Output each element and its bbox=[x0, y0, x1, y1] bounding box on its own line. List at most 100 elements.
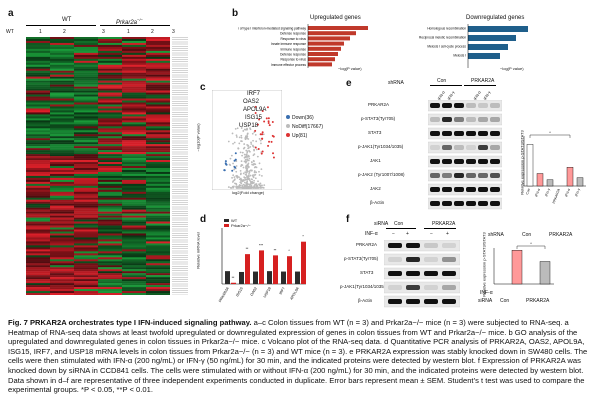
qpcr-category-label: APOL9A bbox=[289, 286, 300, 301]
heatmap-cell bbox=[98, 162, 123, 165]
heatmap-cell bbox=[26, 275, 51, 278]
heatmap-cell bbox=[74, 203, 99, 206]
heatmap-cell bbox=[26, 227, 51, 230]
volcano-point bbox=[253, 149, 255, 152]
volcano-point bbox=[249, 150, 251, 153]
volcano-point bbox=[249, 169, 252, 172]
volcano-point bbox=[246, 156, 249, 158]
heatmap-cell bbox=[74, 251, 99, 254]
wb-band bbox=[490, 201, 500, 206]
heatmap-cell bbox=[50, 181, 75, 185]
heatmap-cell bbox=[122, 177, 147, 181]
volcano-point bbox=[244, 171, 247, 174]
heatmap-cell bbox=[98, 247, 123, 250]
e-quant-bar bbox=[526, 144, 534, 187]
heatmap-cell bbox=[74, 96, 99, 99]
heatmap-cell bbox=[50, 167, 75, 171]
heatmap-cell bbox=[26, 128, 51, 131]
heatmap-cell bbox=[74, 164, 99, 167]
volcano-point bbox=[243, 128, 246, 131]
wb-e-group-prkar2a: PRKAR2A bbox=[471, 78, 495, 84]
volcano-point bbox=[241, 185, 244, 188]
wb-band bbox=[466, 103, 476, 108]
heatmap-cell bbox=[122, 289, 147, 292]
volcano-point bbox=[253, 179, 255, 182]
heatmap-cell bbox=[146, 140, 170, 143]
heatmap-cell bbox=[50, 40, 75, 44]
heatmap-cell bbox=[98, 146, 123, 149]
gene-label: USP18 bbox=[239, 123, 259, 129]
wb-band bbox=[454, 117, 464, 122]
heatmap-cell bbox=[50, 50, 75, 54]
heatmap-cell bbox=[98, 253, 123, 256]
heatmap-cell bbox=[26, 233, 51, 236]
heatmap-cell bbox=[146, 183, 170, 187]
volcano-point bbox=[243, 153, 246, 156]
heatmap-cell bbox=[50, 46, 75, 50]
heatmap-cell bbox=[122, 207, 147, 210]
heatmap-cell bbox=[98, 173, 123, 177]
heatmap-cell bbox=[26, 231, 51, 234]
volcano-point bbox=[250, 141, 252, 144]
caption-fig-number: Fig. 7 bbox=[8, 318, 28, 327]
heatmap-cell bbox=[26, 66, 51, 69]
volcano-point bbox=[240, 160, 243, 163]
heatmap-cell bbox=[74, 189, 99, 192]
wb-strip bbox=[428, 100, 502, 112]
heatmap-cell bbox=[122, 287, 147, 290]
volcano-point bbox=[256, 155, 259, 158]
heatmap-cell bbox=[26, 257, 51, 260]
volcano-point bbox=[253, 160, 255, 163]
legend-swatch-icon bbox=[224, 219, 229, 222]
heatmap-cell bbox=[146, 235, 170, 238]
heatmap-cell bbox=[74, 185, 99, 189]
heatmap-cell bbox=[122, 154, 147, 157]
volcano-point bbox=[259, 184, 261, 187]
heatmap-cell bbox=[26, 96, 51, 99]
heatmap-cell bbox=[26, 92, 51, 95]
wb-band bbox=[466, 187, 476, 192]
heatmap-cell bbox=[74, 138, 99, 141]
volcano-point bbox=[258, 138, 261, 140]
f-quant-inf-label: INF-α bbox=[480, 290, 493, 296]
heatmap-cell bbox=[122, 197, 147, 200]
volcano-point bbox=[235, 170, 238, 173]
heatmap-cell bbox=[98, 44, 123, 48]
heatmap-cell bbox=[74, 128, 99, 131]
wb-row-label: PRKAR2A bbox=[356, 242, 378, 247]
heatmap-cell bbox=[26, 237, 51, 240]
wb-band bbox=[490, 173, 500, 178]
heatmap-cell bbox=[98, 197, 123, 200]
heatmap-cell bbox=[146, 253, 170, 256]
heatmap-cell bbox=[122, 96, 147, 99]
heatmap-cell bbox=[98, 54, 123, 58]
heatmap-cell bbox=[98, 181, 123, 185]
heatmap-col-label: 3 bbox=[102, 29, 105, 35]
heatmap-cell bbox=[146, 285, 170, 288]
heatmap-cell bbox=[26, 138, 51, 141]
go-term-label: Response to virus bbox=[280, 58, 306, 62]
volcano-point-up bbox=[267, 117, 270, 120]
volcano-point bbox=[251, 144, 254, 147]
heatmap-cell bbox=[98, 96, 123, 99]
heatmap-cell bbox=[146, 98, 170, 101]
heatmap-cell bbox=[26, 140, 51, 143]
volcano-point bbox=[249, 179, 251, 182]
heatmap-cell bbox=[146, 92, 170, 95]
heatmap-cell bbox=[26, 142, 51, 145]
heatmap-cell bbox=[74, 102, 99, 105]
heatmap-cell bbox=[26, 108, 51, 111]
heatmap-cell bbox=[122, 213, 147, 216]
heatmap-cell bbox=[122, 281, 147, 284]
heatmap-cell bbox=[74, 152, 99, 155]
wb-band bbox=[466, 131, 476, 136]
heatmap-cell bbox=[26, 68, 51, 71]
wb-e-bottom-prkar2a: PRKAR2A bbox=[549, 232, 573, 238]
heatmap-cell bbox=[122, 279, 147, 282]
volcano-point bbox=[243, 181, 246, 184]
wb-band bbox=[430, 187, 440, 192]
heatmap-cell bbox=[26, 169, 51, 173]
heatmap-cell bbox=[74, 229, 99, 232]
heatmap-cell bbox=[74, 132, 99, 135]
heatmap-cell bbox=[98, 88, 123, 91]
